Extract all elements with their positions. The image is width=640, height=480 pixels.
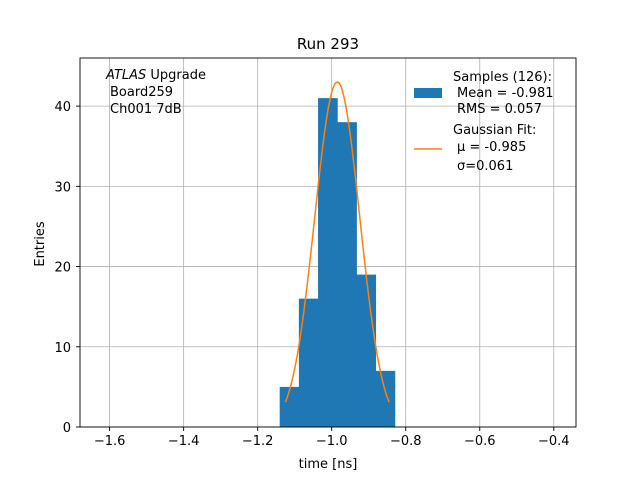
legend-fit-line-2: μ = -0.985	[457, 140, 526, 155]
legend-histogram-swatch	[414, 88, 442, 98]
histogram-bar-2	[318, 98, 338, 427]
annotation-line-2: Board259	[110, 85, 173, 100]
x-tick-label-6: −0.4	[538, 434, 570, 449]
annotation-upgrade: Upgrade	[146, 68, 206, 83]
x-tick-label-4: −0.8	[390, 434, 422, 449]
gaussian-fit-curve	[284, 81, 390, 403]
chart-title: Run 293	[297, 35, 359, 53]
y-tick-label-2: 20	[54, 261, 71, 276]
legend-hist-line-2: Mean = -0.981	[457, 86, 553, 101]
legend-fit-line-3: σ=0.061	[457, 159, 513, 174]
y-tick-label-0: 0	[63, 421, 71, 436]
x-axis-label: time [ns]	[299, 457, 358, 472]
histogram-bar-0	[279, 386, 300, 427]
y-tick-label-1: 10	[54, 341, 71, 356]
x-tick-label-2: −1.2	[242, 434, 274, 449]
x-tick-label-1: −1.4	[168, 434, 200, 449]
histogram-bar-3	[337, 122, 357, 427]
annotation-atlas: ATLAS	[105, 68, 146, 83]
gaussian-fit-line	[284, 81, 390, 403]
annotation-line-1: ATLAS Upgrade	[105, 68, 206, 83]
annotation-text: ATLAS Upgrade Board259 Ch001 7dB	[105, 68, 206, 117]
histogram-bar-5	[375, 370, 396, 427]
histogram-bar-1	[298, 298, 319, 427]
legend-hist-line-1: Samples (126):	[453, 70, 552, 85]
x-tick-label-3: −1.0	[316, 434, 348, 449]
annotation-line-3: Ch001 7dB	[110, 102, 182, 117]
y-ticks: 0 10 20 30 40	[54, 100, 80, 436]
y-axis-label: Entries	[33, 221, 48, 267]
x-ticks: −1.6 −1.4 −1.2 −1.0 −0.8 −0.6 −0.4	[94, 427, 570, 449]
x-tick-label-5: −0.6	[464, 434, 496, 449]
y-tick-label-3: 30	[54, 180, 71, 195]
histogram-bar-4	[356, 274, 377, 427]
y-tick-label-4: 40	[54, 100, 71, 115]
plot-frame	[79, 57, 577, 428]
x-tick-label-0: −1.6	[94, 434, 126, 449]
legend-fit-line-1: Gaussian Fit:	[453, 123, 536, 138]
axes-frame	[79, 57, 577, 428]
histogram-bars	[279, 98, 396, 427]
legend: Samples (126): Mean = -0.981 RMS = 0.057…	[414, 70, 553, 174]
legend-hist-line-3: RMS = 0.057	[457, 102, 542, 117]
